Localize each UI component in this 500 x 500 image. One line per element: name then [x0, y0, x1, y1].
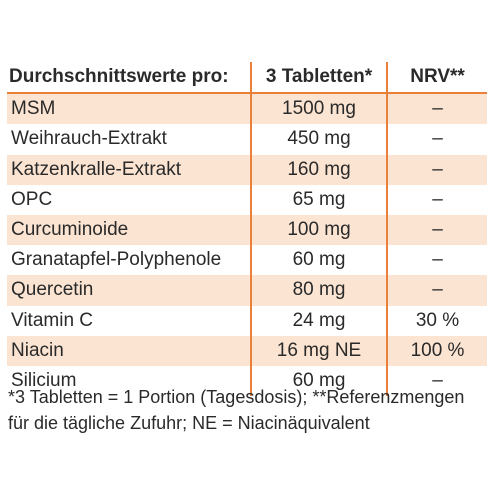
ingredient-amount: 60 mg [250, 365, 388, 397]
ingredient-nrv: 30 % [415, 309, 460, 331]
ingredient-amount: 16 mg NE [250, 335, 388, 366]
ingredient-amount: 60 mg [250, 245, 388, 276]
footnote-line-2: für die tägliche Zufuhr; NE = Niacinäqui… [8, 413, 370, 433]
table-row: Curcuminoide 100 mg – [7, 214, 487, 246]
ingredient-nrv: – [432, 188, 443, 210]
ingredient-amount: 160 mg [250, 154, 388, 185]
table-row: Granatapfel-Polyphenole 60 mg – [7, 245, 487, 276]
ingredient-nrv: – [387, 93, 487, 125]
table-row: Vitamin C 24 mg 30 % [7, 305, 487, 336]
ingredient-name: MSM [7, 93, 251, 125]
nutrition-table: Durchschnittswerte pro: 3 Tabletten* NRV… [7, 62, 487, 397]
ingredient-nrv: – [387, 275, 487, 306]
table-row: Quercetin 80 mg – [7, 275, 487, 306]
header-nrv: NRV** [387, 62, 487, 95]
table-row: Katzenkralle-Extrakt 160 mg – [7, 154, 487, 185]
ingredient-name: Niacin [7, 335, 251, 366]
ingredient-name: Silicium [11, 369, 77, 391]
ingredient-nrv: 100 % [387, 335, 487, 366]
table-header-row: Durchschnittswerte pro: 3 Tabletten* NRV… [7, 62, 487, 95]
table-row: MSM 1500 mg – [7, 93, 487, 125]
ingredient-nrv: – [432, 369, 443, 391]
ingredient-amount: 65 mg [250, 184, 388, 215]
ingredient-nrv: – [432, 249, 443, 271]
ingredient-amount: 1500 mg [250, 93, 388, 125]
ingredient-amount: 80 mg [250, 275, 388, 306]
ingredient-name: Quercetin [7, 275, 251, 306]
ingredient-amount: 450 mg [250, 124, 388, 155]
footnote: *3 Tabletten = 1 Portion (Tagesdosis); *… [8, 384, 496, 436]
table-row: OPC 65 mg – [7, 184, 487, 215]
ingredient-name: Curcuminoide [7, 214, 251, 246]
ingredient-nrv: – [387, 214, 487, 246]
ingredient-name: OPC [11, 188, 53, 210]
footnote-line-1: *3 Tabletten = 1 Portion (Tagesdosis); *… [8, 387, 465, 407]
table-row: Weihrauch-Extrakt 450 mg – [7, 124, 487, 155]
ingredient-nrv: – [432, 128, 443, 150]
ingredient-name: Vitamin C [11, 309, 94, 331]
ingredient-name: Katzenkralle-Extrakt [7, 154, 251, 185]
table-row: Silicium 60 mg – [7, 365, 487, 397]
header-ingredient: Durchschnittswerte pro: [7, 62, 251, 95]
ingredient-nrv: – [387, 154, 487, 185]
header-amount: 3 Tabletten* [250, 62, 388, 95]
table-row: Niacin 16 mg NE 100 % [7, 335, 487, 366]
ingredient-name: Granatapfel-Polyphenole [11, 249, 222, 271]
ingredient-name: Weihrauch-Extrakt [11, 128, 167, 150]
ingredient-amount: 100 mg [250, 214, 388, 246]
ingredient-amount: 24 mg [250, 305, 388, 336]
